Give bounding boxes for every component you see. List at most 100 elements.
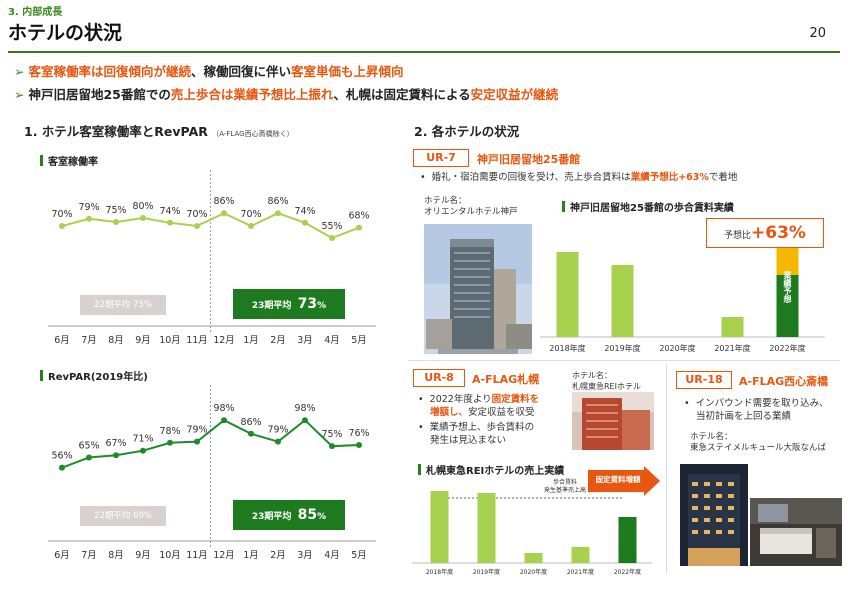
occupancy-chart-label: 客室稼働率 bbox=[40, 153, 98, 168]
occupancy-point bbox=[59, 223, 65, 229]
bullet-1-highlight-b: 客室単価も上昇傾向 bbox=[291, 64, 404, 79]
ur8-b2-b: 発生は見込まない bbox=[430, 435, 507, 446]
revpar-point bbox=[221, 417, 227, 424]
ur7-tick-label: 2022年度 bbox=[769, 343, 805, 353]
ur7-projection-bar bbox=[776, 240, 799, 275]
ur8-hotel-name: 札幌東急REIホテル bbox=[572, 382, 641, 391]
page-number: 20 bbox=[809, 26, 826, 41]
occupancy-point bbox=[248, 223, 254, 229]
occupancy-point bbox=[167, 219, 173, 226]
occupancy-tick-label: 3月 bbox=[297, 335, 313, 346]
ur8-name: A-FLAG札幌 bbox=[472, 373, 540, 386]
ur18-hotel-label: ホテル名： bbox=[690, 432, 733, 442]
right-section-heading: 2. 各ホテルの状況 bbox=[414, 124, 520, 139]
left-heading-text: 1. ホテル客室稼働率とRevPAR bbox=[24, 124, 208, 139]
occupancy-tick-label: 7月 bbox=[81, 335, 97, 346]
revpar-point bbox=[302, 417, 308, 424]
occ-avg-label: 23期平均 bbox=[251, 301, 292, 311]
ur7-name: 神戸旧居留地25番館 bbox=[477, 153, 581, 166]
ur8-tick-label: 2020年度 bbox=[520, 568, 547, 576]
ur8-threshold-b: 発生基準売上高 bbox=[543, 487, 586, 494]
revpar-tick-label: 10月 bbox=[159, 550, 181, 561]
summary-bullet-1: ➢ 客室稼働率は回復傾向が継続、稼働回復に伴い客室単価も上昇傾向 bbox=[14, 61, 404, 80]
revpar-prev-average: 22期平均 69% bbox=[80, 506, 166, 526]
ur8-bullet-1: • 2022年度より固定賃料を 増額し、安定収益を収受 bbox=[418, 394, 540, 418]
ur18-hotel-room-photo bbox=[750, 498, 842, 566]
occupancy-current-average: 23期平均 73% bbox=[233, 289, 345, 319]
ur7-bar bbox=[776, 275, 799, 337]
revpar-tick-label: 12月 bbox=[213, 550, 235, 561]
ur8-increase-arrow bbox=[588, 466, 660, 496]
occ-avg-unit: % bbox=[317, 301, 327, 311]
ur7-tick-label: 2020年度 bbox=[659, 343, 695, 353]
revpar-data-label: 56% bbox=[51, 451, 72, 462]
occupancy-data-label: 74% bbox=[294, 206, 315, 217]
bullet-2-text-a: 神戸旧居留地25番館での bbox=[28, 87, 171, 102]
ur18-hotel-exterior-photo bbox=[680, 464, 748, 566]
revpar-data-label: 65% bbox=[78, 440, 99, 451]
occupancy-tick-label: 5月 bbox=[351, 335, 367, 346]
ur18-hotel-name: 東急ステイメルキュール大阪なんば bbox=[690, 443, 827, 453]
ur7-bar-chart: 2018年度 2019年度 2020年度 2021年度 2022年度 業績予想 bbox=[540, 240, 825, 353]
ur8-chart-title: 札幌東急REIホテルの売上実績 bbox=[418, 462, 564, 477]
occupancy-tick-label: 2月 bbox=[270, 335, 286, 346]
ur7-hotel-name: オリエンタルホテル神戸 bbox=[424, 207, 518, 217]
revpar-tick-label: 2月 bbox=[270, 550, 286, 561]
occupancy-data-label: 70% bbox=[51, 209, 72, 220]
revpar-data-label: 76% bbox=[348, 428, 369, 439]
right-divider-h bbox=[408, 360, 840, 361]
ur18-b1-b: 当初計画を上回る業績 bbox=[696, 411, 792, 422]
ur18-bullet-1: • インバウンド需要を取り込み、 当初計画を上回る業績 bbox=[684, 397, 844, 423]
occupancy-point bbox=[140, 215, 146, 221]
ur7-projection-label: 業績予想 bbox=[782, 270, 792, 304]
revpar-point bbox=[167, 439, 173, 446]
revpar-tick-label: 8月 bbox=[108, 550, 124, 561]
occupancy-data-label: 68% bbox=[348, 211, 369, 222]
summary-bullet-2: ➢ 神戸旧居留地25番館での売上歩合は業績予想比上振れ、札幌は固定賃料による安定収… bbox=[14, 84, 558, 103]
ur8-hotel-photo bbox=[572, 392, 654, 450]
occupancy-data-label: 55% bbox=[321, 221, 342, 232]
revpar-data-label: 86% bbox=[240, 417, 261, 428]
revpar-tick-label: 5月 bbox=[351, 550, 367, 561]
left-section-heading: 1. ホテル客室稼働率とRevPAR （A-FLAG西心斎橋除く） bbox=[24, 121, 294, 140]
occupancy-data-label: 75% bbox=[105, 205, 126, 216]
occupancy-tick-label: 11月 bbox=[186, 335, 208, 346]
ur8-threshold-a: 歩合賃料 bbox=[552, 479, 577, 486]
ur7-hotel-label: ホテル名： bbox=[424, 196, 467, 206]
ur8-bar bbox=[571, 547, 590, 563]
revpar-current-average: 23期平均 85% bbox=[233, 500, 345, 530]
occupancy-data-label: 80% bbox=[132, 201, 153, 212]
ur7-tag: UR-7 bbox=[413, 149, 469, 167]
revpar-tick-label: 9月 bbox=[135, 550, 151, 561]
right-divider-v bbox=[666, 364, 667, 574]
bullet-1-highlight-a: 客室稼働率は回復傾向が継続 bbox=[28, 64, 191, 79]
occupancy-point bbox=[113, 219, 119, 225]
ur8-bar bbox=[524, 553, 543, 563]
occupancy-point bbox=[329, 235, 335, 241]
revpar-tick-label: 4月 bbox=[324, 550, 340, 561]
ur7-callout-value: +63% bbox=[751, 223, 806, 243]
bullet-2-text-b: 、札幌は固定賃料による bbox=[333, 87, 471, 102]
ur7-callout: 予想比+63% bbox=[706, 218, 824, 248]
ur8-bar bbox=[618, 517, 637, 563]
revpar-data-label: 67% bbox=[105, 438, 126, 449]
ur8-hotel-label: ホテル名： bbox=[572, 371, 612, 380]
ur8-tick-label: 2022年度 bbox=[614, 568, 641, 576]
occupancy-line-chart: 70% 6月 79% 7月 75% 8月 80% 9月 74% 10月 70% 11月 86% 12月 70… bbox=[48, 170, 376, 346]
rev-avg-value: 85 bbox=[297, 507, 318, 523]
occupancy-tick-label: 4月 bbox=[324, 335, 340, 346]
ur7-chart-title: 神戸旧居留地25番館の歩合賃料実績 bbox=[562, 199, 734, 214]
revpar-tick-label: 7月 bbox=[81, 550, 97, 561]
revpar-point bbox=[194, 438, 200, 445]
revpar-data-label: 78% bbox=[159, 426, 180, 437]
rev-avg-label: 23期平均 bbox=[251, 512, 292, 522]
occupancy-data-label: 79% bbox=[78, 202, 99, 213]
occupancy-point bbox=[302, 219, 308, 226]
ur7-bar bbox=[611, 265, 634, 337]
ur8-bullet-2: • 業績予想上、歩合賃料の 発生は見込まない bbox=[418, 421, 568, 447]
revpar-point bbox=[86, 454, 92, 461]
occupancy-point bbox=[221, 210, 227, 217]
occupancy-point bbox=[86, 215, 92, 222]
ur18-name: A-FLAG西心斎橋 bbox=[739, 375, 829, 388]
revpar-line-chart: 56% 6月 65% 7月 67% 8月 71% 9月 78% 10月 79% 11月 98% 12月 86… bbox=[48, 385, 376, 561]
